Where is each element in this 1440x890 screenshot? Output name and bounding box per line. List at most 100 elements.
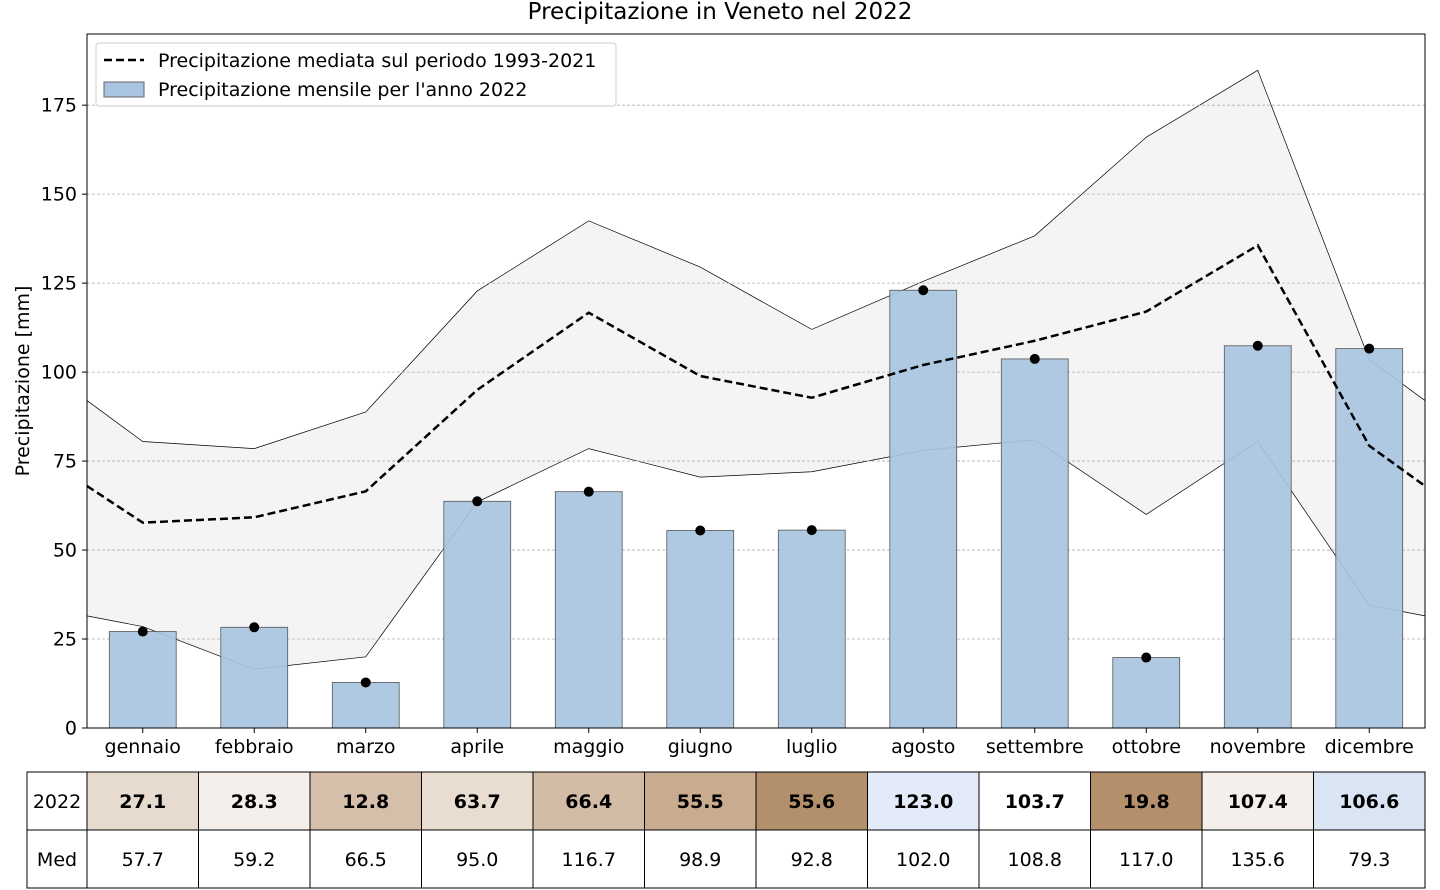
bar-febbraio	[220, 626, 289, 729]
bar-dicembre	[1335, 348, 1404, 729]
x-tick-label-giugno: giugno	[668, 736, 733, 758]
table-cell-value: 116.7	[562, 849, 616, 871]
table-cell-value: 95.0	[456, 849, 498, 871]
table-cell-value: 98.9	[679, 849, 721, 871]
legend-label-2022: Precipitazione mensile per l'anno 2022	[158, 79, 527, 101]
dot-luglio	[806, 525, 817, 536]
table-cell-value: 123.0	[893, 791, 953, 813]
x-tick-label-aprile: aprile	[450, 736, 504, 758]
y-tick-label: 25	[53, 629, 77, 651]
table-cell	[198, 771, 311, 831]
x-tick-label-novembre: novembre	[1210, 736, 1306, 758]
table-cell-value: 102.0	[896, 849, 950, 871]
table-cell	[867, 829, 980, 889]
table-cell	[1313, 829, 1426, 889]
table-cell-value: 107.4	[1228, 791, 1288, 813]
table-cell	[86, 829, 199, 889]
dot-ottobre	[1141, 652, 1152, 663]
y-axis-label: Precipitazione [mm]	[12, 286, 34, 477]
x-tick-label-marzo: marzo	[336, 736, 396, 758]
table-cell-value: 12.8	[342, 791, 389, 813]
mean-line	[86, 243, 1426, 524]
table-cell-value: 63.7	[454, 791, 501, 813]
table-cell	[644, 771, 757, 831]
dot-settembre	[1029, 353, 1040, 364]
legend-bar-swatch	[103, 81, 145, 98]
table-cell	[532, 829, 645, 889]
x-tick-label-febbraio: febbraio	[215, 736, 294, 758]
table-cell	[1090, 829, 1203, 889]
x-tick-label-agosto: agosto	[891, 736, 955, 758]
table-cell-value: 135.6	[1231, 849, 1285, 871]
table-cell	[978, 771, 1091, 831]
x-tick-label-ottobre: ottobre	[1112, 736, 1181, 758]
band-area	[87, 70, 1425, 670]
table-cell	[421, 771, 534, 831]
table-row-label-cell	[26, 829, 88, 889]
y-tick-label: 150	[41, 184, 77, 206]
table-cell-value: 57.7	[122, 849, 164, 871]
table-cell	[1313, 771, 1426, 831]
y-tick-label: 75	[53, 451, 77, 473]
dot-agosto	[918, 285, 929, 296]
grid	[87, 104, 1425, 640]
bar-giugno	[666, 530, 735, 729]
table-cell	[755, 771, 868, 831]
dot-aprile	[472, 496, 483, 507]
legend: Precipitazione mediata sul periodo 1993-…	[95, 42, 617, 107]
bar-aprile	[443, 500, 512, 729]
table-cell-value: 55.5	[677, 791, 724, 813]
table-cell-value: 66.5	[345, 849, 387, 871]
table-cell-value: 59.2	[233, 849, 275, 871]
table-cell-value: 55.6	[788, 791, 835, 813]
dot-febbraio	[249, 622, 260, 633]
bar-maggio	[554, 491, 623, 729]
y-tick-label: 100	[41, 362, 77, 384]
table-cell-value: 27.1	[119, 791, 166, 813]
table-cell	[978, 829, 1091, 889]
chart-title: Precipitazione in Veneto nel 2022	[528, 0, 913, 25]
table-cell	[532, 771, 645, 831]
dot-gennaio	[137, 626, 148, 637]
table-cell-value: 103.7	[1005, 791, 1065, 813]
table-cell-value: 28.3	[231, 791, 278, 813]
table-row-label: Med	[37, 849, 77, 871]
data-table: 2022 27.1 28.3 12.8 63.7 66.4 55.5 55.6 123.0 103…	[26, 771, 1426, 889]
table-cell-value: 79.3	[1348, 849, 1390, 871]
table-cell-value: 19.8	[1123, 791, 1170, 813]
y-tick-label: 125	[41, 273, 77, 295]
x-tick-label-gennaio: gennaio	[105, 736, 181, 758]
table-cell	[309, 829, 422, 889]
bar-settembre	[1000, 358, 1069, 729]
dot-maggio	[583, 486, 594, 497]
legend-label-mean: Precipitazione mediata sul periodo 1993-…	[158, 50, 596, 72]
dot-novembre	[1252, 340, 1263, 351]
table-cell	[309, 771, 422, 831]
dot-giugno	[695, 525, 706, 536]
band-upper-line	[86, 69, 1426, 449]
plot-frame	[86, 33, 1426, 729]
dot-marzo	[360, 677, 371, 688]
x-tick-label-dicembre: dicembre	[1325, 736, 1414, 758]
dots	[137, 285, 1375, 688]
bar-novembre	[1223, 345, 1292, 729]
bar-luglio	[777, 529, 846, 729]
table-row-label: 2022	[33, 791, 81, 813]
table-cell-value: 117.0	[1119, 849, 1173, 871]
axes: 0 25 50 75 100 125 150 175 gennaio febbraio marzo a…	[41, 95, 1414, 758]
y-tick-label: 0	[65, 718, 77, 740]
bar-gennaio	[108, 631, 177, 729]
table-cell	[1090, 771, 1203, 831]
table-cell	[421, 829, 534, 889]
table-cell-value: 108.8	[1008, 849, 1062, 871]
bar-marzo	[331, 682, 400, 729]
table-cell	[1201, 829, 1314, 889]
lines	[86, 243, 1426, 524]
table-cell-value: 66.4	[565, 791, 612, 813]
dot-dicembre	[1364, 343, 1375, 354]
y-tick-label: 50	[53, 540, 77, 562]
table-cell-value: 106.6	[1339, 791, 1399, 813]
table-cell-value: 92.8	[791, 849, 833, 871]
bar-agosto	[889, 289, 958, 729]
